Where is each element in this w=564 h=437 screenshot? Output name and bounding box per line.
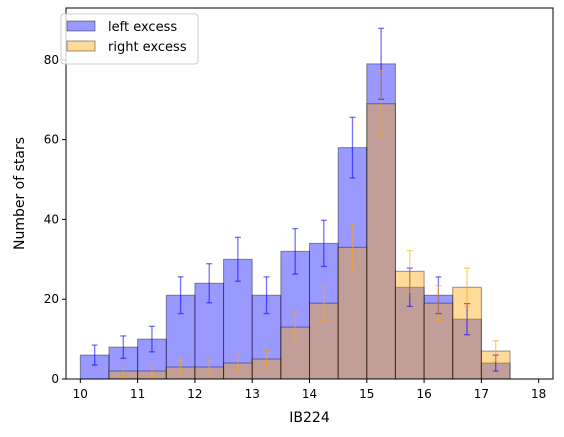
legend-label-right-excess: right excess [108,40,187,55]
error-bar-left-excess-2 [148,325,155,353]
x-ticks: 10 11 12 13 14 15 16 17 18 [73,379,546,401]
legend: left excess right excess [60,13,199,65]
y-tick-label: 60 [44,133,59,147]
error-bar-left-excess-7 [292,227,299,275]
x-axis-label: IB224 [289,410,330,426]
legend-swatch-left-excess [66,20,96,32]
error-bar-right-excess-11 [406,249,413,293]
x-tick-label: 11 [130,387,145,401]
error-bar-right-excess-1 [120,364,127,378]
x-tick-label: 13 [245,387,260,401]
x-tick-label: 12 [187,387,202,401]
legend-box [60,13,199,65]
error-bar-right-excess-10 [378,69,385,138]
error-bar-left-excess-9 [349,116,356,179]
x-tick-label: 17 [474,387,489,401]
error-bar-left-excess-1 [120,335,127,359]
x-tick-label: 14 [302,387,317,401]
error-bar-right-excess-5 [234,354,241,372]
y-tick-label: 20 [44,292,59,306]
x-tick-label: 18 [531,387,546,401]
error-bar-right-excess-8 [320,285,327,322]
error-bar-left-excess-6 [263,276,270,315]
y-axis-label: Number of stars [12,137,28,250]
legend-label-left-excess: left excess [108,20,177,35]
error-bar-right-excess-4 [206,359,213,375]
error-bar-left-excess-4 [206,263,213,304]
y-tick-label: 40 [44,212,59,226]
y-ticks: 0 20 40 60 80 [44,53,66,386]
error-bars-layer [91,27,499,378]
error-bar-right-excess-2 [148,364,155,378]
error-bar-left-excess-0 [91,344,98,366]
x-tick-label: 10 [73,387,88,401]
error-bar-right-excess-6 [263,349,270,369]
error-bar-left-excess-5 [234,236,241,282]
error-bar-left-excess-8 [320,219,327,268]
error-bar-right-excess-14 [492,340,499,363]
error-bar-right-excess-12 [435,285,442,322]
error-bar-right-excess-7 [292,312,299,343]
legend-swatch-right-excess [66,40,96,52]
y-tick-label: 0 [51,372,59,386]
y-tick-label: 80 [44,53,59,67]
error-bar-left-excess-3 [177,276,184,315]
error-bar-right-excess-13 [464,267,471,308]
error-bar-right-excess-3 [177,359,184,375]
bars-layer [79,63,511,380]
x-tick-label: 15 [359,387,374,401]
bar-right-excess-10 [366,103,396,380]
x-tick-label: 16 [416,387,431,401]
error-bar-right-excess-9 [349,223,356,271]
